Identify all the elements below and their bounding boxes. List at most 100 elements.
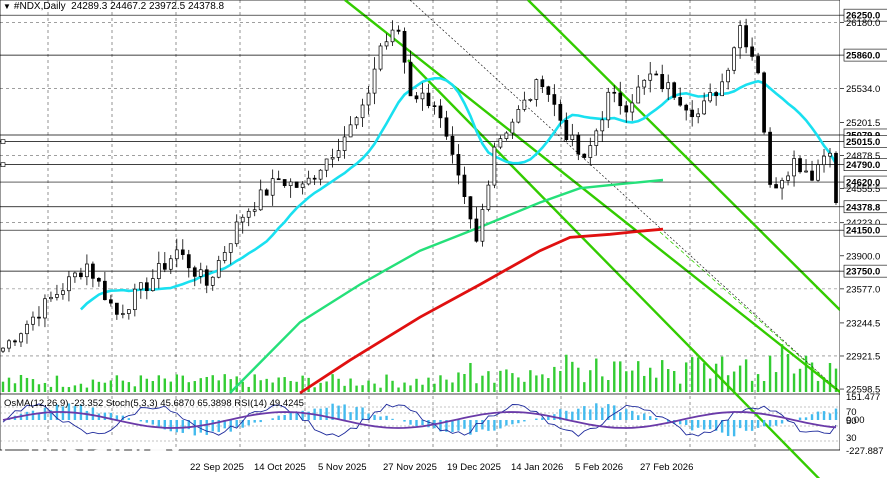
osma-bar (655, 418, 658, 420)
volume-bar (265, 378, 268, 392)
candle-body (348, 124, 353, 138)
volume-bar (744, 359, 748, 392)
axis-label: 25860.0 (846, 51, 880, 62)
candle-body (7, 340, 11, 349)
candle-body (576, 134, 581, 155)
osma-bar (804, 417, 808, 420)
candle-body (372, 68, 377, 94)
osma-bar (702, 420, 706, 430)
volume-bar (702, 363, 706, 392)
volume-bars (1, 344, 838, 392)
volume-bar (577, 367, 580, 392)
osma-bar (696, 420, 700, 428)
candle-body (43, 298, 47, 319)
candle-body (156, 263, 161, 279)
candle-body (516, 109, 521, 123)
osma-bar (319, 408, 322, 420)
volume-bar (13, 383, 17, 392)
indicator-axis-label: 50 (846, 416, 857, 427)
brand-text: instaforex (36, 430, 185, 467)
candle-body (180, 249, 185, 255)
osma-bar (589, 409, 592, 420)
axis-label: 25015.0 (846, 137, 880, 148)
trend-channel-lines (344, 0, 841, 478)
osma-bar (61, 406, 65, 420)
ma-slow-line (299, 227, 664, 395)
candle-body (462, 174, 467, 197)
candle-body (270, 178, 275, 196)
osma-bar (409, 420, 412, 425)
date-label: 5 Feb 2026 (575, 462, 623, 473)
osma-bar (379, 416, 382, 420)
volume-bar (469, 362, 472, 392)
candle-body (600, 119, 605, 132)
osma-bar (535, 418, 538, 420)
osma-bar (349, 412, 352, 420)
candle-body (426, 92, 431, 107)
candle-body (378, 45, 383, 70)
candle-body (408, 61, 413, 97)
osma-bar (463, 420, 466, 429)
candle-body (37, 316, 41, 319)
dropdown-triangle-icon[interactable]: ▼ (3, 2, 11, 11)
volume-bar (259, 380, 262, 392)
osma-bar (403, 420, 406, 422)
osma-bar (307, 411, 310, 420)
osma-bar (517, 420, 520, 424)
date-axis: 22 Sep 2025 14 Oct 2025 5 Nov 2025 27 Nov 2… (190, 462, 693, 473)
candle-body (546, 86, 551, 95)
candle-body (816, 164, 820, 181)
osma-bar (613, 405, 616, 420)
osma-bar (810, 414, 814, 420)
osma-bar (577, 408, 580, 420)
candle-body (492, 146, 497, 186)
osma-bar (259, 420, 262, 423)
candle-body (474, 218, 479, 242)
volume-bar (409, 385, 412, 392)
osma-bar (505, 420, 508, 426)
candle-body (402, 30, 407, 63)
candle-body (582, 153, 587, 158)
volume-bar (613, 361, 616, 392)
horizontal-level-lines (0, 14, 840, 272)
candle-body (276, 178, 281, 181)
volume-bar (25, 377, 29, 392)
candle-body (360, 104, 365, 119)
candle-body (588, 145, 593, 158)
osma-bar (115, 415, 119, 420)
candle-body (19, 333, 23, 343)
volume-bar (415, 378, 418, 392)
candle-body (97, 278, 101, 282)
osma-bar (714, 420, 718, 431)
volume-bar (367, 380, 370, 392)
candle-body (738, 25, 742, 49)
candle-body (420, 92, 425, 100)
date-label: 27 Nov 2025 (383, 462, 437, 473)
volume-bar (361, 385, 364, 392)
volume-bar (31, 379, 35, 392)
candle-body (696, 113, 701, 118)
volume-bar (690, 357, 694, 392)
osma-bar (625, 409, 628, 420)
channel-line (407, 59, 821, 478)
volume-bar (583, 382, 586, 392)
candle-body (540, 79, 545, 88)
osma-bar (391, 418, 394, 420)
osma-bar (475, 420, 478, 433)
osma-bar (343, 404, 346, 420)
volume-bar (672, 371, 676, 392)
volume-bar (307, 377, 310, 392)
osma-bar (241, 420, 244, 428)
volume-bar (684, 362, 688, 392)
volume-bar (67, 387, 71, 392)
osma-bar (211, 420, 214, 432)
volume-bar (283, 377, 286, 392)
volume-bar (157, 375, 161, 392)
candle-body (300, 183, 305, 188)
candle-body (672, 82, 677, 98)
volume-bar (678, 383, 682, 392)
volume-bar (517, 377, 520, 392)
volume-bar (163, 378, 167, 392)
osma-bar (690, 420, 694, 431)
